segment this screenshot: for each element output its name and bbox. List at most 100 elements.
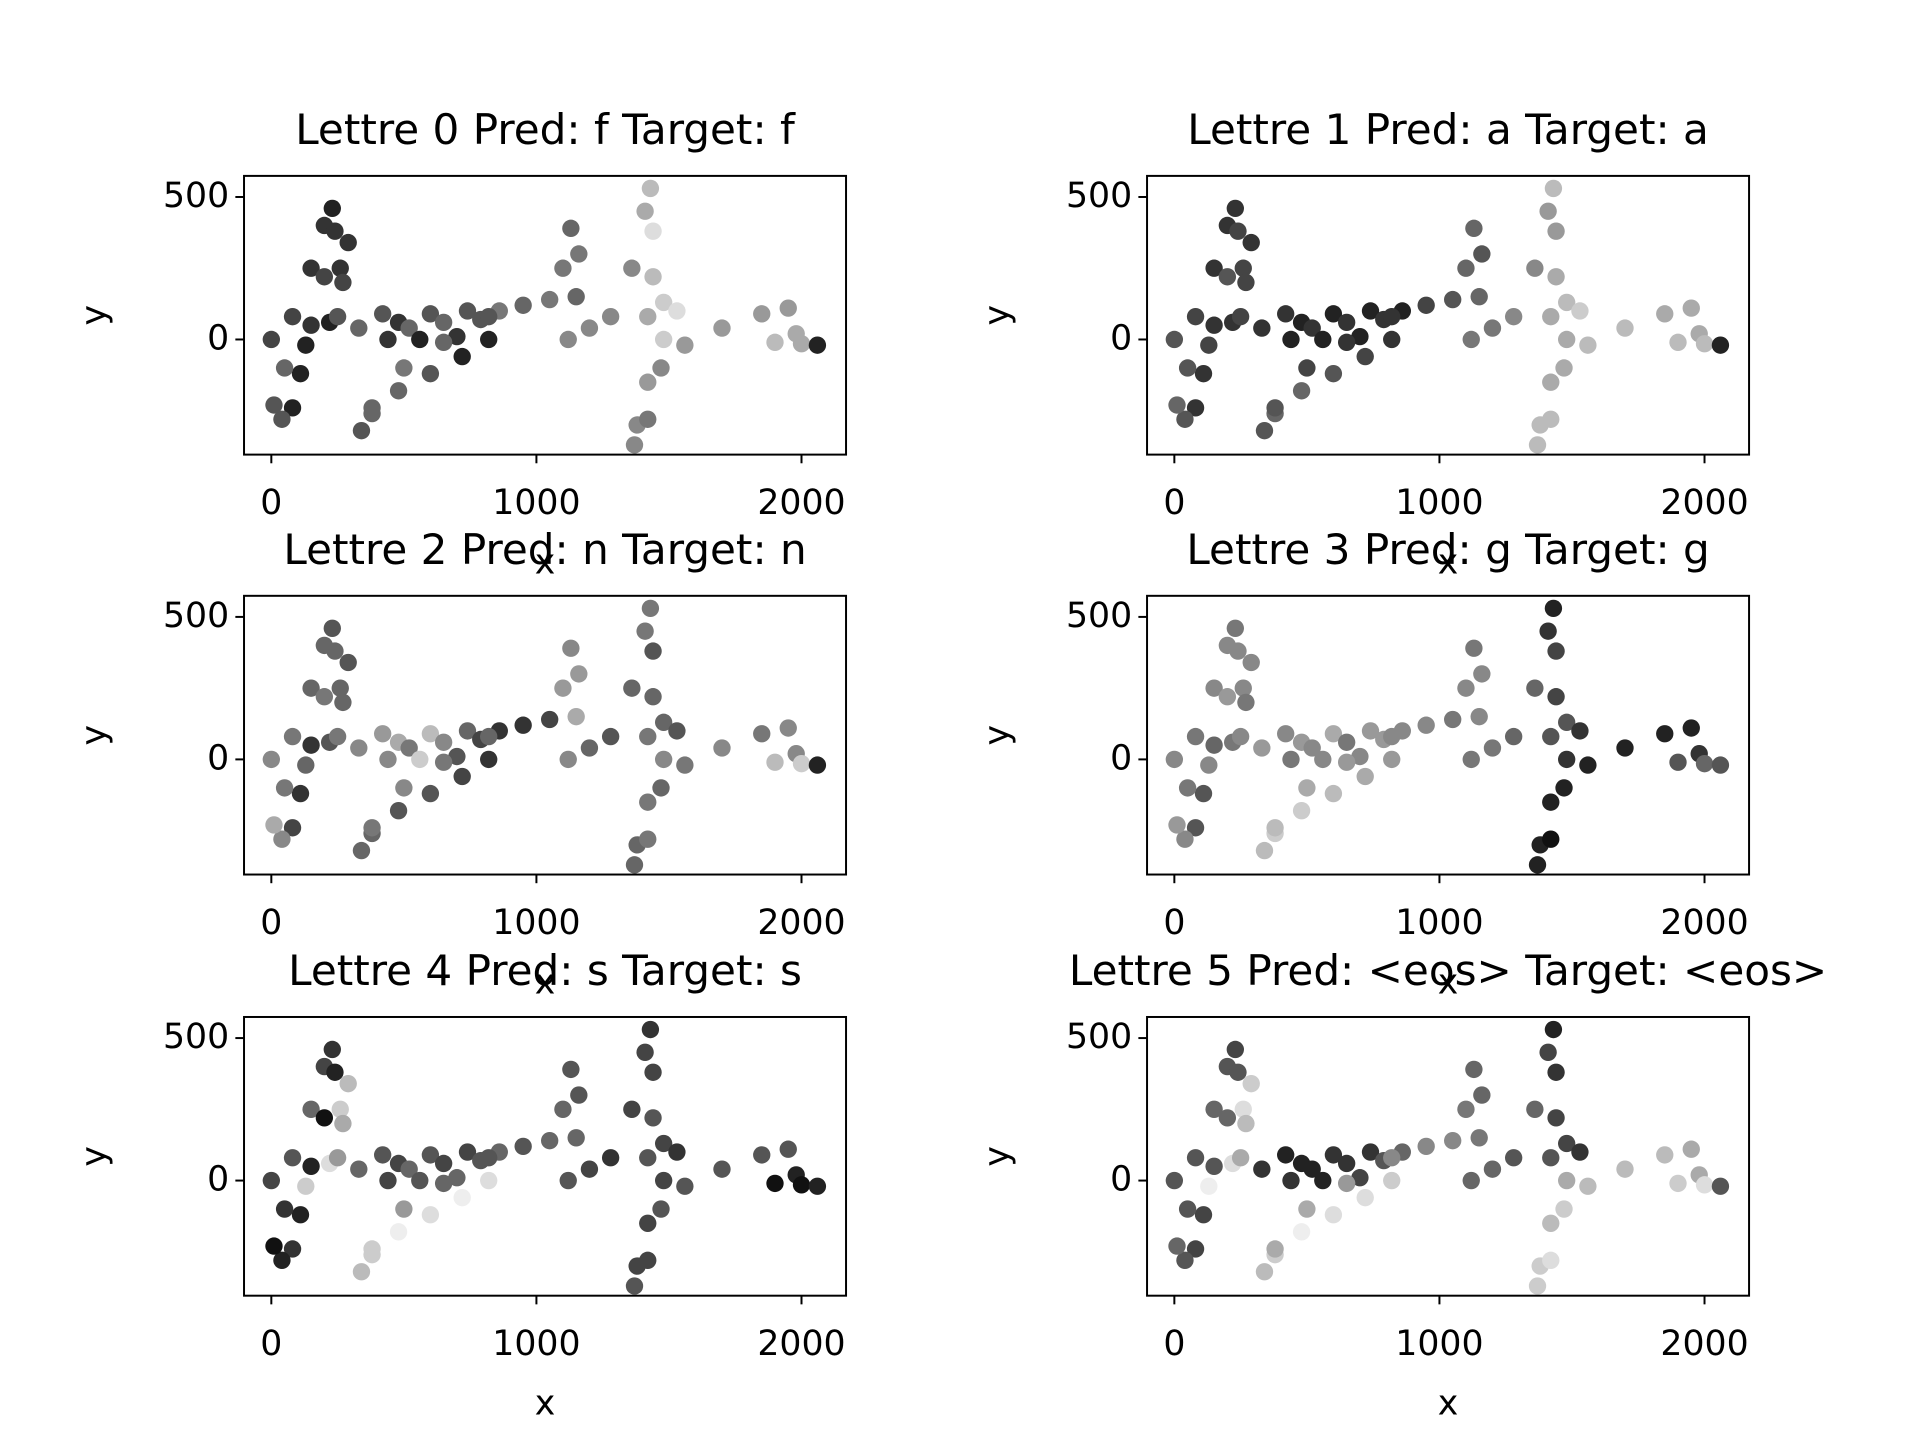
point — [283, 727, 302, 746]
point — [1231, 1149, 1250, 1167]
point — [652, 359, 670, 377]
point — [1504, 1149, 1523, 1167]
y-tick-label: 0 — [1110, 738, 1132, 778]
point — [1579, 756, 1597, 774]
point — [480, 727, 498, 746]
point — [1526, 679, 1544, 697]
x-tick-label: 0 — [260, 1324, 282, 1364]
point — [636, 1043, 654, 1061]
point — [676, 756, 694, 774]
x-axis-label: x — [1438, 1384, 1459, 1424]
point — [753, 1146, 771, 1164]
point — [1231, 308, 1250, 326]
point — [1226, 1040, 1244, 1059]
point — [639, 793, 657, 811]
point — [1277, 1146, 1295, 1164]
subplot: 0 1000 2000 0 500 x y Lettre 5 Pred: <eos> Targ… — [977, 946, 1827, 1424]
point — [421, 305, 440, 323]
point — [1462, 1171, 1480, 1190]
point — [1544, 1020, 1563, 1039]
point — [453, 347, 471, 366]
point — [554, 679, 572, 697]
point — [1186, 727, 1205, 746]
point — [567, 1129, 585, 1147]
point — [326, 222, 344, 240]
point — [352, 421, 371, 440]
point — [514, 716, 532, 734]
y-axis-label: y — [977, 1146, 1017, 1167]
point — [331, 679, 349, 697]
point — [434, 333, 453, 351]
point — [1314, 750, 1332, 769]
point — [411, 1171, 429, 1190]
y-axis-label: y — [74, 305, 114, 326]
point — [434, 313, 453, 332]
point — [1234, 1100, 1252, 1118]
point — [1695, 1176, 1714, 1194]
point — [265, 816, 283, 834]
x-tick-label: 0 — [1163, 483, 1185, 523]
point — [1539, 1043, 1557, 1061]
point — [1194, 365, 1213, 383]
point — [1266, 1240, 1284, 1258]
point — [1579, 336, 1597, 354]
point — [1176, 830, 1194, 848]
point — [808, 1177, 827, 1195]
point — [1298, 779, 1316, 797]
point — [766, 333, 784, 351]
point — [554, 259, 572, 277]
point — [273, 830, 291, 848]
point — [1314, 1171, 1332, 1190]
point — [1165, 1171, 1184, 1190]
point — [302, 736, 320, 754]
point — [315, 268, 334, 286]
point — [1465, 219, 1483, 238]
point — [275, 1200, 294, 1218]
point — [1351, 1169, 1369, 1187]
point — [654, 1134, 673, 1153]
point — [1473, 245, 1491, 263]
point — [283, 819, 302, 837]
point — [779, 299, 797, 317]
x-tick-label: 0 — [260, 483, 282, 523]
point — [328, 1149, 347, 1167]
point — [766, 753, 784, 771]
point — [331, 259, 349, 277]
point — [644, 1063, 662, 1081]
point — [1544, 179, 1563, 198]
point — [570, 1086, 588, 1104]
x-tick-label: 1000 — [492, 903, 580, 943]
point — [1383, 1171, 1401, 1190]
point — [297, 336, 315, 354]
point — [636, 622, 654, 640]
point — [283, 1149, 302, 1167]
point — [395, 1200, 413, 1218]
x-tick-label: 0 — [260, 903, 282, 943]
point — [1547, 1109, 1565, 1127]
point — [302, 1157, 320, 1175]
point — [676, 1177, 694, 1195]
point — [283, 308, 302, 326]
point — [283, 1240, 302, 1258]
x-tick-label: 2000 — [1660, 1324, 1748, 1364]
point — [373, 305, 392, 323]
point — [1465, 1060, 1483, 1079]
point — [1547, 642, 1565, 660]
point — [1176, 1251, 1194, 1270]
point — [668, 302, 686, 320]
point — [1528, 856, 1547, 874]
point — [792, 755, 811, 773]
point — [1682, 1140, 1700, 1158]
point — [323, 1040, 341, 1059]
point — [1337, 333, 1356, 351]
point — [559, 750, 577, 769]
point — [623, 259, 641, 277]
point — [1504, 727, 1523, 746]
point — [379, 750, 397, 769]
point — [1528, 1277, 1547, 1295]
point — [1298, 359, 1316, 377]
point — [1542, 830, 1560, 848]
point — [668, 1143, 686, 1161]
point — [334, 273, 352, 292]
point — [1656, 1146, 1674, 1164]
